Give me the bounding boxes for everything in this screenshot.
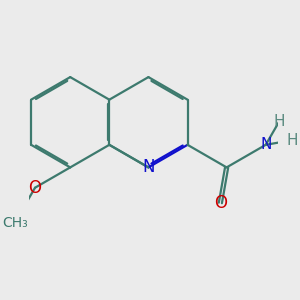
Text: O: O — [214, 194, 227, 212]
Text: O: O — [28, 179, 41, 197]
Text: N: N — [260, 137, 272, 152]
Text: CH₃: CH₃ — [2, 216, 28, 230]
Text: H: H — [287, 133, 298, 148]
Text: H: H — [274, 114, 285, 129]
Text: N: N — [142, 158, 155, 176]
